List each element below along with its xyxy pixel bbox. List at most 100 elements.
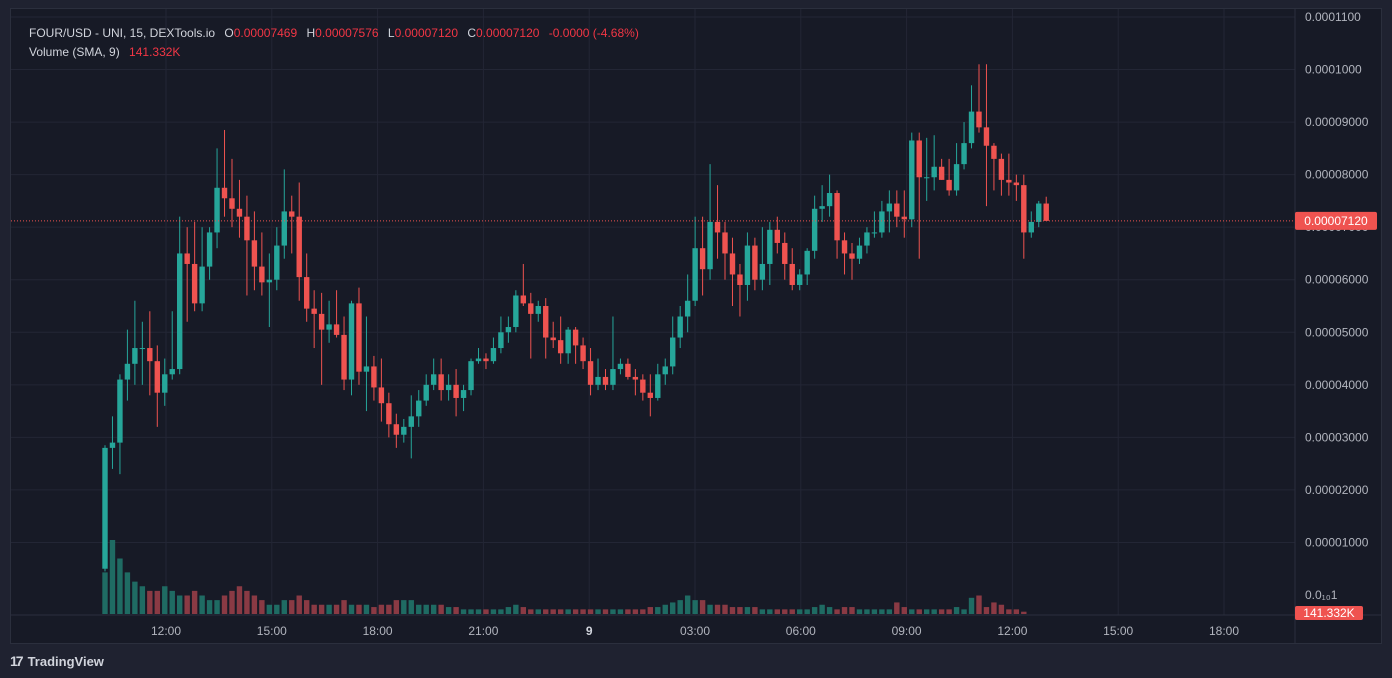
candle-body (774, 229, 780, 243)
volume-bar (520, 607, 527, 614)
volume-bar (640, 609, 646, 614)
volume-bar (102, 572, 108, 614)
volume-bar (767, 609, 773, 614)
volume-bar (206, 600, 213, 614)
y-tick-label: 0.0001100 (1305, 10, 1361, 24)
candle-body (468, 361, 474, 391)
volume-bar (819, 604, 825, 614)
volume-tag (1295, 606, 1363, 620)
candle-body (490, 348, 497, 362)
candle-body (393, 424, 400, 435)
y-tick-label: 0.00006000 (1305, 273, 1369, 287)
volume-bar (610, 609, 616, 614)
volume-bar (408, 600, 414, 614)
tradingview-brand[interactable]: 17 TradingView (10, 653, 104, 669)
volume-bar (341, 600, 347, 614)
candle-body (587, 361, 594, 385)
candle-body (909, 140, 915, 220)
volume-bar (565, 609, 571, 614)
volume-bar (214, 600, 220, 614)
candle-body (423, 384, 429, 401)
volume-bar (550, 609, 556, 614)
candle-body (229, 198, 235, 209)
y-tick-label: 0.00004000 (1305, 378, 1369, 392)
volume-bar (557, 609, 564, 614)
candle-body (722, 232, 728, 254)
candle-body (998, 158, 1005, 180)
candle-body (640, 379, 646, 393)
candle-body (572, 329, 579, 346)
high-value: 0.00007576 (315, 26, 379, 40)
volume-bar (856, 609, 863, 614)
candle-body (139, 348, 146, 350)
candle-body (714, 221, 721, 233)
x-tick-label: 18:00 (363, 624, 393, 638)
change-value: -0.0000 (-4.68%) (548, 26, 639, 40)
candle-body (752, 245, 758, 280)
volume-bar (916, 609, 922, 614)
volume-bar (326, 604, 332, 614)
symbol-label[interactable]: FOUR/USD - UNI, 15, DEXTools.io (29, 26, 216, 40)
candle-body (632, 376, 639, 380)
candle-body (505, 327, 512, 333)
candle-body (117, 379, 123, 443)
volume-bar (229, 590, 235, 614)
volume-bar (625, 609, 631, 614)
volume-bar (595, 609, 601, 614)
candle-body (804, 250, 810, 275)
candle-body (378, 387, 385, 404)
volume-tag-text: 141.332K (1303, 606, 1354, 620)
candle-body (199, 266, 205, 304)
volume-bar (348, 604, 355, 614)
volume-bar (692, 600, 698, 614)
candle-body (274, 245, 280, 280)
volume-bar (244, 590, 250, 614)
candle-body (475, 358, 482, 362)
volume-bar (879, 609, 885, 614)
y-tick-label: 0.0001000 (1305, 63, 1362, 77)
chart-canvas[interactable]: 0.0001100 0.0001000 0.00009000 0.00008000 0.… (11, 9, 1381, 643)
candle-body (565, 329, 571, 354)
candle-body (670, 337, 676, 367)
candle-body (318, 313, 325, 330)
volume-bar (169, 590, 175, 614)
candle-body (856, 245, 863, 259)
volume-bar (490, 609, 497, 614)
candle-body (438, 374, 444, 391)
volume-value: 141.332K (129, 45, 181, 59)
candle-body (841, 240, 848, 254)
candle-body (244, 216, 250, 241)
volume-bar (744, 607, 751, 614)
volume-bar (602, 609, 609, 614)
candle-body (371, 366, 377, 388)
volume-bar (961, 609, 967, 614)
candle-body (662, 366, 668, 375)
volume-bar (782, 609, 788, 614)
volume-label[interactable]: Volume (SMA, 9) (29, 45, 120, 59)
candle-body (953, 164, 960, 191)
candle-body (333, 324, 340, 335)
low-label: L (387, 26, 395, 40)
candle-body (460, 390, 467, 398)
volume-bar (684, 595, 691, 614)
volume-legend: Volume (SMA, 9) 141.332K (29, 45, 180, 59)
candle-body (782, 242, 788, 264)
volume-bar (729, 607, 736, 614)
x-tick-label: 09:00 (892, 624, 922, 638)
volume-bar (968, 597, 975, 614)
volume-bar (886, 609, 893, 614)
volume-bar (849, 607, 855, 614)
candle-body (692, 248, 698, 301)
volume-bar (737, 607, 743, 614)
volume-bar (475, 609, 482, 614)
volume-bar (774, 609, 780, 614)
chart-frame[interactable]: 0.0001100 0.0001000 0.00009000 0.00008000 0.… (10, 8, 1382, 644)
volume-bar (677, 600, 683, 614)
candle-body (162, 374, 168, 393)
x-tick-label: 15:00 (257, 624, 287, 638)
volume-bar (236, 586, 243, 614)
volume-bar (416, 604, 422, 614)
volume-bar (453, 607, 459, 614)
candle-body (976, 111, 982, 128)
volume-bar (752, 607, 758, 614)
